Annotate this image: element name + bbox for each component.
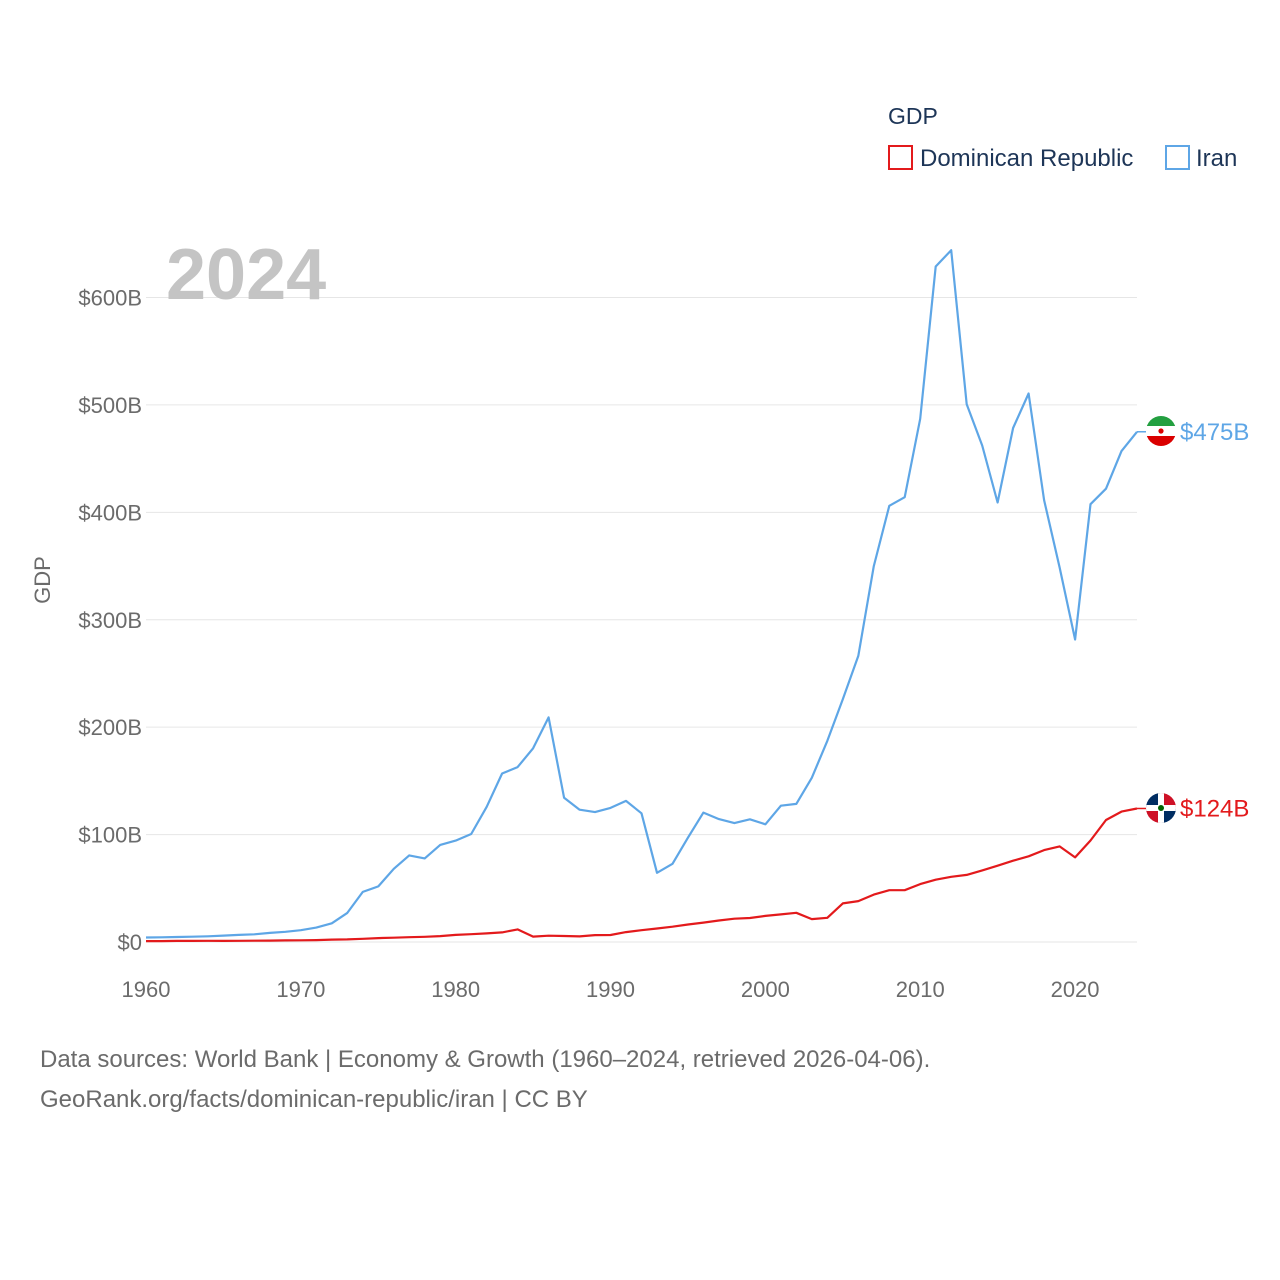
- legend: GDP Dominican Republic Iran: [888, 103, 1237, 172]
- x-tick-label: 1970: [276, 977, 325, 1002]
- y-axis-label: GDP: [30, 556, 55, 604]
- source-note: Data sources: World Bank | Economy & Gro…: [40, 1040, 930, 1120]
- legend-swatch-iran[interactable]: [1165, 145, 1190, 170]
- iran-flag-icon: [1146, 416, 1176, 446]
- x-tick-label: 1990: [586, 977, 635, 1002]
- end-value-dominican-republic: $124B: [1180, 795, 1249, 822]
- y-tick-label: $600B: [78, 286, 142, 311]
- end-value-labels: $124B $475B: [1137, 419, 1249, 822]
- y-tick-label: $500B: [78, 393, 142, 418]
- y-axis-ticks: $0 $100B $200B $300B $400B $500B $600B: [78, 286, 142, 956]
- x-tick-label: 2000: [741, 977, 790, 1002]
- legend-label-dominican-republic[interactable]: Dominican Republic: [920, 145, 1133, 172]
- dominican-republic-flag-icon: [1146, 793, 1176, 823]
- y-tick-label: $100B: [78, 823, 142, 848]
- source-line-1: Data sources: World Bank | Economy & Gro…: [40, 1046, 931, 1073]
- grid-lines: [146, 297, 1137, 943]
- y-tick-label: $200B: [78, 715, 142, 740]
- x-tick-label: 1960: [122, 977, 171, 1002]
- x-tick-label: 2010: [896, 977, 945, 1002]
- series-line-dominican-republic[interactable]: [146, 807, 1138, 943]
- y-tick-label: $300B: [78, 608, 142, 633]
- year-label: 2024: [166, 235, 326, 315]
- source-line-2[interactable]: GeoRank.org/facts/dominican-republic/ira…: [40, 1086, 588, 1113]
- legend-label-iran[interactable]: Iran: [1196, 145, 1237, 172]
- x-tick-label: 1980: [431, 977, 480, 1002]
- legend-swatch-dominican-republic[interactable]: [888, 145, 913, 170]
- legend-title: GDP: [888, 103, 938, 129]
- gdp-line-chart: 2024 $0 $100B $200B $300B $400B $500B $600B 19…: [30, 103, 1249, 1002]
- series-line-iran[interactable]: [145, 249, 1138, 939]
- end-value-iran: $475B: [1180, 419, 1249, 446]
- series-lines: [145, 249, 1138, 943]
- y-tick-label: $400B: [78, 500, 142, 525]
- y-tick-label: $0: [118, 930, 142, 955]
- x-tick-label: 2020: [1051, 977, 1100, 1002]
- x-axis-ticks: 1960 1970 1980 1990 2000 2010 2020: [122, 977, 1100, 1002]
